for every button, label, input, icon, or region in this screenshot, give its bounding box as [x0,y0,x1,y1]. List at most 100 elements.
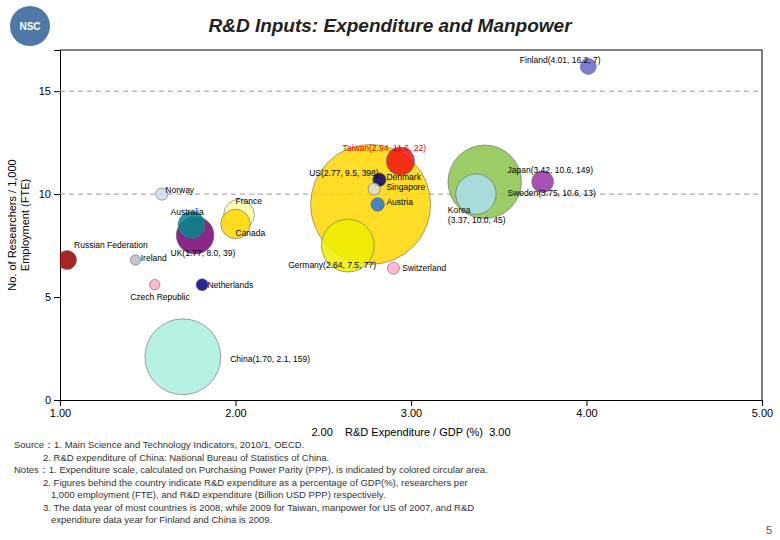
annotation: Switzerland [402,263,446,273]
y-tick: 5 [45,291,60,303]
bubble [196,279,208,291]
bubble [150,279,160,289]
annotation: Canada [236,228,266,238]
title: R&D Inputs: Expenditure and Manpower [208,15,573,36]
annotation: France [236,196,263,206]
annotation-line: Austria [386,197,413,207]
annotations: US(2.77, 9.5, 398) Taiwan(2.94, 11.6, 22)… [74,55,601,364]
annotation-line: Norway [165,185,195,195]
x-tick: 3.00 [401,400,422,419]
x-axis-line [61,401,763,407]
annotation-line: Denmark [386,172,421,182]
y-axis: 0 5 10 15 [39,51,61,407]
annotation: UK(1.77, 8.0, 39) [171,248,236,258]
frame-top [60,50,762,51]
annotation-line: Switzerland [402,263,446,273]
annotation: Netherlands [207,280,253,290]
annotation: Australia [171,207,204,217]
bubble [371,198,384,211]
y-axis-title-line: Employment (FTE) [19,179,31,271]
annotation-line: Ireland [141,253,167,263]
bubble [448,145,521,218]
annotation: Denmark [386,172,421,182]
annotation-line: Czech Republic [130,292,190,302]
x-tick: 2.00 [225,400,246,419]
note-line: 1,000 employment (FTE), and R&D expendit… [14,489,386,500]
note-line: Notes：1. Expenditure scale, calculated o… [14,464,488,475]
annotation-line: Japan(3.42, 10.6, 149) [508,165,594,175]
annotation-line: Singapore [386,182,425,192]
reference-line [60,91,762,92]
annotation-line: Germany(2.64, 7.5, 77) [288,260,376,270]
annotation: Russian Federation [74,240,148,250]
y-tick-label: 0 [45,394,51,406]
annotation: Finland(4.01, 16.2, 7) [520,55,601,65]
x-tick-label: 5.00 [752,407,773,419]
annotation: Germany(2.64, 7.5, 77) [288,260,376,270]
y-tick-label: 10 [39,188,51,200]
page-number: 5 [766,524,772,536]
annotation-line: (3.37, 10.0, 45) [448,215,506,225]
y-tick: 15 [39,85,60,97]
x-axis: 1.00 2.00 3.00 4.00 5.00 [50,400,773,419]
annotation: Ireland [141,253,167,263]
x-tick-mark [762,400,763,406]
x-axis-title: 2.00 R&D Expenditure / GDP (%) 3.00 [311,426,510,438]
annotation: Korea(3.37, 10.0, 45) [448,205,506,225]
logo-text: NSC [19,21,40,32]
x-tick: 4.00 [576,400,597,419]
marks [60,59,762,395]
note-line: 3. The data year of most countries is 20… [14,502,474,513]
x-tick: 1.00 [50,400,71,419]
annotation: US(2.77, 9.5, 398) [309,168,379,178]
x-tick-label: 3.00 [401,407,422,419]
annotation-line: China(1.70, 2.1, 159) [230,354,310,364]
annotation-line: Canada [236,228,266,238]
bubble [387,262,399,274]
annotation: Austria [386,197,413,207]
y-axis-title-line: No. of Researchers / 1,000 [6,159,18,290]
annotation: Norway [165,185,195,195]
logo [10,6,50,46]
y-tick: 10 [39,188,60,200]
x-tick-mark [411,400,412,406]
annotation: Taiwan(2.94, 11.6, 22) [343,143,427,153]
y-tick-mark [54,194,60,195]
x-tick-label: 4.00 [576,407,597,419]
y-tick-mark [54,297,60,298]
annotation-line: UK(1.77, 8.0, 39) [171,248,236,258]
x-tick: 5.00 [752,400,773,419]
note-line: Source：1. Main Science and Technology In… [14,439,304,450]
annotation: China(1.70, 2.1, 159) [230,354,310,364]
annotation-line: Korea [448,205,471,215]
y-axis-title: No. of Researchers / 1,000Employment (FT… [6,159,31,290]
y-tick-label: 15 [39,85,51,97]
x-tick-mark [587,400,588,406]
y-tick-label: 5 [45,291,51,303]
annotation: Czech Republic [130,292,190,302]
y-tick-mark [54,400,60,401]
annotation-line: US(2.77, 9.5, 398) [309,168,379,178]
chart-svg: NSC R&D Inputs: Expenditure and Manpower 1… [0,0,780,540]
annotation-line: Netherlands [207,280,253,290]
annotation-line: Sweden(3.75, 10.6, 13) [508,188,597,198]
annotation: Singapore [386,182,425,192]
bubble [145,319,221,395]
y-tick-mark [54,91,60,92]
annotation-line: Russian Federation [74,240,148,250]
x-tick-label: 1.00 [50,407,71,419]
plot-area: 1.00 2.00 3.00 4.00 5.00 0 5 10 15 US(2.77, 9.5, … [39,50,773,419]
x-tick-mark [236,400,237,406]
note-line: expenditure data year for Finland and Ch… [14,514,272,525]
y-tick: 0 [45,394,60,406]
y-axis-line [54,51,61,401]
annotation: Japan(3.42, 10.6, 149) [508,165,594,175]
note-line: 2. R&D expenditure of China: National Bu… [14,452,329,463]
x-tick-label: 2.00 [225,407,246,419]
annotation-line: France [236,196,263,206]
note-line: 2. Figures behind the country indicate R… [14,477,468,488]
bubble [60,250,77,269]
annotation-line: Finland(4.01, 16.2, 7) [520,55,601,65]
annotation: Sweden(3.75, 10.6, 13) [508,188,597,198]
bubble [368,183,380,195]
